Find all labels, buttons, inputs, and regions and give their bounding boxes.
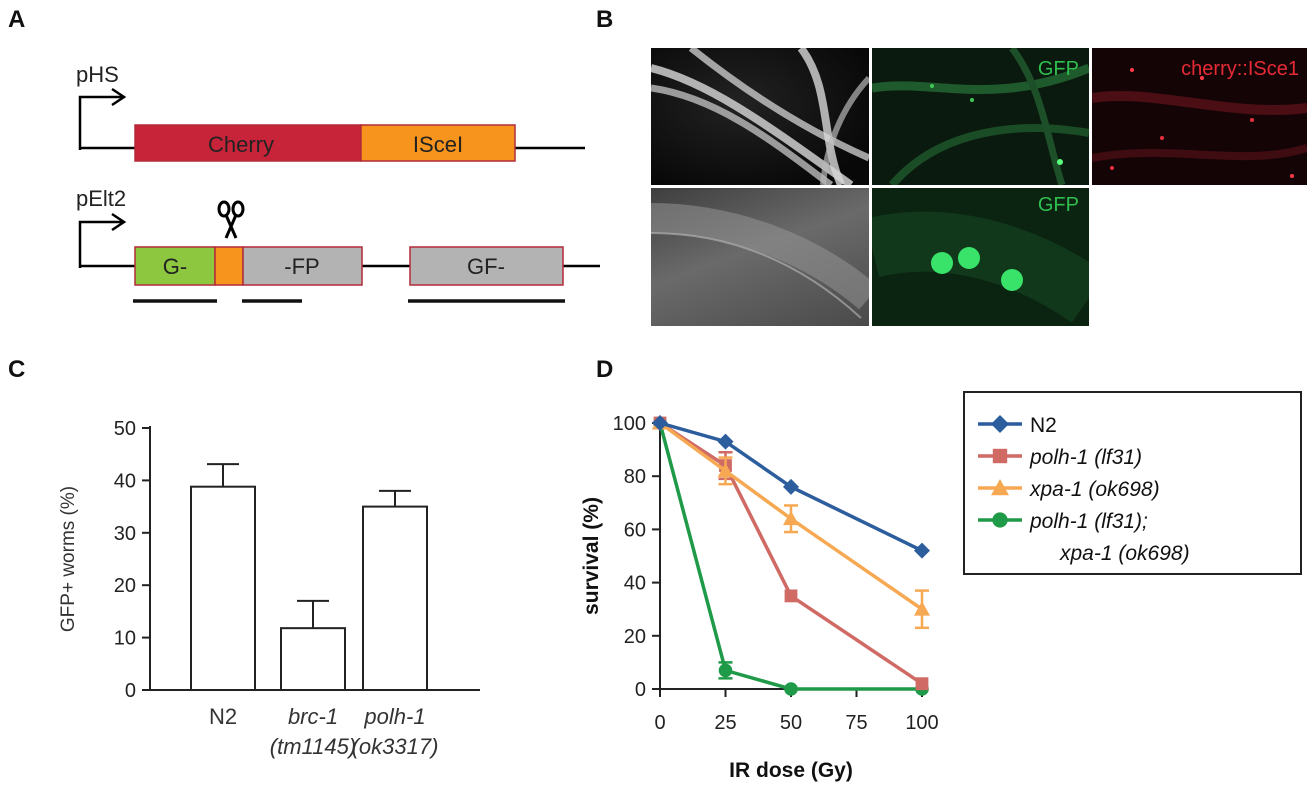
- series-line: [659, 421, 923, 553]
- panel-letter-c: C: [8, 356, 26, 383]
- x-axis-label: IR dose (Gy): [729, 759, 853, 782]
- panel-letter-b: B: [596, 6, 614, 33]
- data-point: [783, 478, 799, 495]
- x-tick-label: 0: [654, 712, 665, 734]
- promoter-arrowhead-bottom: [111, 212, 127, 232]
- x-tick-label: (ok3317): [352, 734, 439, 759]
- bar: [280, 627, 346, 691]
- data-point: [991, 479, 1009, 496]
- legend-label: N2: [1030, 414, 1057, 437]
- x-tick-label: (tm1145): [270, 734, 356, 759]
- data-point: [717, 433, 734, 450]
- gf-fragment-label: GF-: [467, 254, 505, 279]
- series-line: [658, 421, 923, 611]
- cherry-iscei-label: cherry::ISce1: [1181, 58, 1299, 80]
- scissors-icon: [217, 200, 245, 239]
- legend-label: xpa-1 (ok698): [1059, 542, 1190, 565]
- g-fragment-box: [134, 246, 216, 286]
- bar: [190, 485, 256, 691]
- data-point: [992, 448, 1008, 464]
- data-point: [784, 589, 798, 603]
- gfp-label-top: GFP: [1037, 58, 1079, 80]
- x-tick-label: N2: [209, 704, 237, 729]
- data-point: [915, 677, 929, 691]
- gf-fragment-box: [409, 246, 564, 286]
- g-fragment-label: G-: [163, 254, 187, 279]
- y-tick-label: 80: [624, 466, 646, 488]
- dic-micrograph-bottom: [651, 188, 869, 326]
- y-tick-label: 30: [114, 523, 136, 545]
- y-tick-label: 20: [624, 626, 646, 648]
- series-line: [659, 421, 923, 686]
- data-point: [784, 682, 798, 696]
- bar: [362, 505, 428, 691]
- line-chart: 0 20 40 60 80 100 0 25 50 75 100 IR dose (Gy) surviv…: [580, 391, 1302, 782]
- x-tick-label: 75: [845, 712, 867, 734]
- data-point: [718, 663, 733, 678]
- y-tick-label: 0: [635, 679, 646, 701]
- y-tick-label: 40: [624, 573, 646, 595]
- y-axis-label: survival (%): [580, 497, 603, 615]
- iscei-site-box: [214, 246, 244, 286]
- panel-letter-a: A: [8, 6, 26, 33]
- series-2: [652, 415, 930, 630]
- promoter-arrow-top: [78, 95, 122, 150]
- x-tick-label: 100: [905, 712, 938, 734]
- iscei-box: [360, 124, 516, 162]
- y-axis-label: GFP+ worms (%): [58, 486, 79, 632]
- y-tick-label: 20: [114, 575, 136, 597]
- x-tick-label: brc-1: [288, 704, 338, 729]
- cherry-micrograph: cherry::ISce1: [1092, 48, 1307, 185]
- construct-diagram: pHS Cherry ISceI pElt2 G- -FP GF-: [76, 62, 600, 303]
- promoter-arrow-bottom: [78, 220, 122, 268]
- legend-label: xpa-1 (ok698): [1029, 478, 1160, 501]
- series-0: [652, 415, 930, 559]
- data-point: [783, 510, 799, 526]
- y-tick-label: 50: [114, 418, 136, 440]
- series-line: [658, 422, 922, 691]
- data-point: [914, 601, 930, 616]
- data-point: [991, 415, 1009, 433]
- legend-label: polh-1 (lf31): [1029, 446, 1142, 469]
- promoter-arrowhead-top: [111, 87, 127, 107]
- fp-fragment-label: -FP: [284, 254, 319, 279]
- cherry-box: [134, 124, 362, 162]
- data-point: [717, 462, 734, 478]
- legend-label: polh-1 (lf31);: [1029, 510, 1148, 533]
- series-3: [653, 416, 929, 696]
- iscei-label: ISceI: [413, 132, 463, 157]
- y-tick-label: 60: [624, 519, 646, 541]
- x-tick-label: 50: [780, 712, 802, 734]
- panel-letter-d: D: [596, 356, 614, 383]
- data-point: [992, 512, 1008, 528]
- gfp-label-bottom: GFP: [1037, 194, 1079, 216]
- y-tick-label: 100: [613, 413, 646, 435]
- dic-micrograph-top: [651, 48, 869, 185]
- promoter-label-pelt2: pElt2: [76, 186, 126, 211]
- cherry-label: Cherry: [208, 132, 274, 157]
- x-tick-label: 25: [714, 712, 736, 734]
- data-point: [914, 542, 930, 559]
- y-tick-label: 40: [114, 470, 136, 492]
- x-tick-label: polh-1: [363, 704, 425, 729]
- gfp-micrograph-bottom: GFP: [872, 188, 1089, 326]
- y-tick-label: 0: [125, 680, 136, 702]
- y-tick-label: 10: [114, 628, 136, 650]
- bar-chart: 0 10 20 30 40 50 GFP+ worms (%) N2 brc-1 (tm1145)…: [58, 418, 480, 759]
- data-point: [652, 415, 668, 431]
- gfp-micrograph-top: GFP: [872, 48, 1089, 185]
- fp-fragment-box: [242, 246, 363, 286]
- promoter-label-phs: pHS: [76, 62, 119, 87]
